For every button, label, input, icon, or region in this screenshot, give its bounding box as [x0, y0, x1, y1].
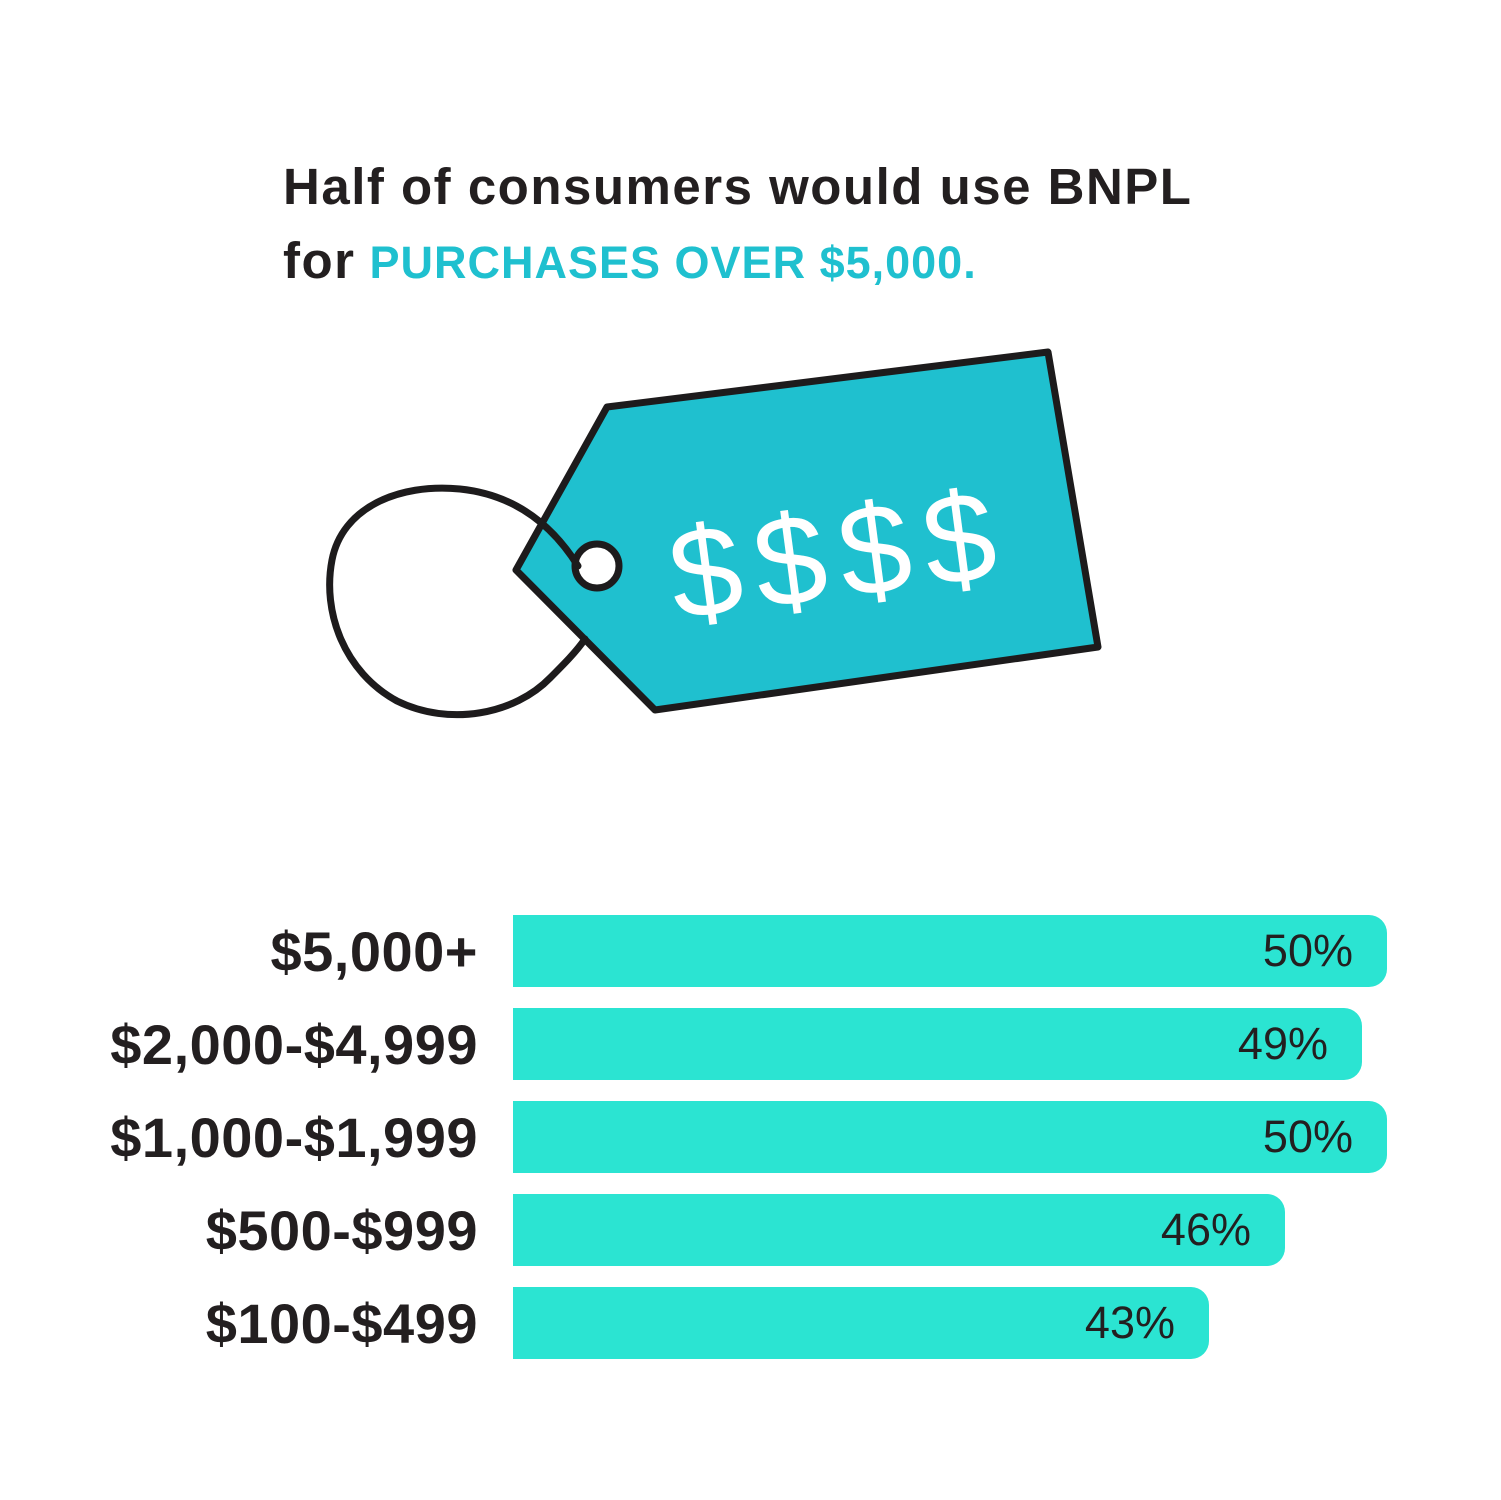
bar: 46%	[513, 1194, 1285, 1266]
price-tag-svg: $$$$	[326, 348, 1102, 719]
bar: 49%	[513, 1008, 1362, 1080]
page-title: Half of consumers would use BNPL for PURC…	[283, 150, 1192, 300]
bar: 43%	[513, 1287, 1209, 1359]
bar: 50%	[513, 1101, 1387, 1173]
bar-row: $5,000+ 50%	[0, 915, 1501, 987]
headline-highlight: PURCHASES OVER $5,000.	[369, 237, 977, 288]
price-tag-illustration: $$$$	[300, 330, 1130, 740]
tag-shape	[512, 348, 1102, 714]
category-label: $2,000-$4,999	[110, 1012, 478, 1076]
category-label: $100-$499	[205, 1291, 478, 1355]
bar-row: $500-$999 46%	[0, 1194, 1501, 1266]
bar-chart: $5,000+ 50% $2,000-$4,999 49% $1,000-$1,999 5…	[0, 915, 1501, 1380]
bar-rows: $5,000+ 50% $2,000-$4,999 49% $1,000-$1,999 5…	[0, 915, 1501, 1359]
headline-line2: for PURCHASES OVER $5,000.	[283, 232, 977, 289]
tag-string-icon	[326, 484, 589, 719]
value-label: 50%	[1262, 1111, 1353, 1162]
bar: 50%	[513, 915, 1387, 987]
bar-row: $100-$499 43%	[0, 1287, 1501, 1359]
tag-hole-icon	[571, 540, 623, 592]
headline-line1: Half of consumers would use BNPL	[283, 158, 1193, 215]
bar-row: $2,000-$4,999 49%	[0, 1008, 1501, 1080]
value-label: 50%	[1262, 925, 1353, 976]
category-label: $5,000+	[270, 919, 478, 983]
value-label: 49%	[1237, 1018, 1328, 1069]
value-label: 46%	[1160, 1204, 1251, 1255]
value-label: 43%	[1084, 1297, 1175, 1348]
bar-row: $1,000-$1,999 50%	[0, 1101, 1501, 1173]
category-label: $500-$999	[205, 1198, 478, 1262]
headline-line2-prefix: for	[283, 232, 356, 289]
category-label: $1,000-$1,999	[110, 1105, 478, 1169]
